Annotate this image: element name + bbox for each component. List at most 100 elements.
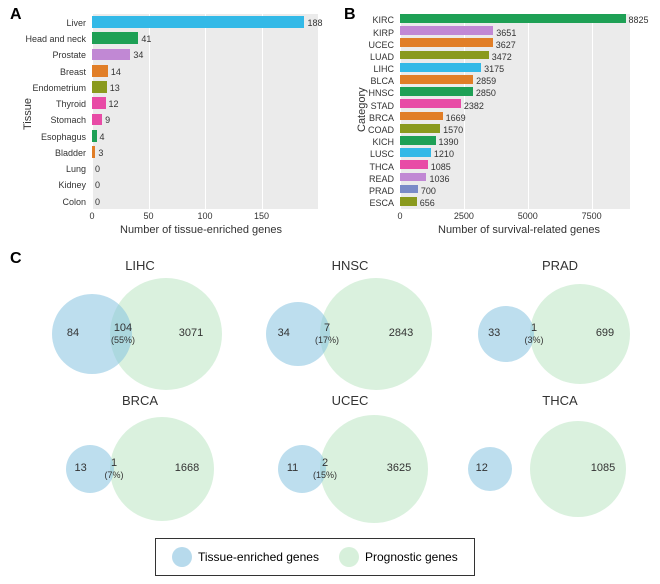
bar — [92, 32, 138, 44]
venn-title: THCA — [510, 393, 610, 408]
legend-swatch-tissue — [172, 547, 192, 567]
venn-title: LIHC — [90, 258, 190, 273]
venn-right-value: 699 — [580, 327, 630, 339]
venn-left-value: 34 — [269, 327, 299, 339]
venn-right-value: 1085 — [578, 462, 628, 474]
bar — [400, 173, 426, 182]
bar — [400, 51, 489, 60]
venn-title: UCEC — [300, 393, 400, 408]
bar — [400, 136, 436, 145]
venn-inter-value: 2(15%) — [310, 457, 340, 481]
bar — [400, 185, 418, 194]
bar — [400, 38, 493, 47]
bar-value: 0 — [95, 197, 100, 207]
bar-value: 1570 — [443, 125, 463, 135]
y-tick-label: READ — [326, 174, 394, 184]
x-tick-label: 150 — [254, 211, 269, 221]
legend-label-prognostic: Prognostic genes — [365, 550, 458, 564]
panel-a-chart: 1884134141312943000 — [92, 14, 318, 209]
y-tick-label: THCA — [326, 162, 394, 172]
y-tick-label: Endometrium — [18, 83, 86, 93]
bar-value: 3651 — [496, 28, 516, 38]
y-tick-label: BLCA — [326, 76, 394, 86]
bar-value: 0 — [95, 180, 100, 190]
legend: Tissue-enriched genes Prognostic genes — [155, 538, 475, 576]
bar — [400, 148, 431, 157]
y-tick-label: Prostate — [18, 50, 86, 60]
y-tick-label: KIRC — [326, 15, 394, 25]
panel-c-label: C — [10, 250, 22, 268]
y-tick-label: KICH — [326, 137, 394, 147]
bar — [400, 26, 493, 35]
y-tick-label: Head and neck — [18, 34, 86, 44]
x-tick-label: 100 — [197, 211, 212, 221]
venn-inter-value: 104(55%) — [108, 322, 138, 346]
bar-value: 0 — [95, 164, 100, 174]
y-tick-label: Lung — [18, 164, 86, 174]
bar-value: 8825 — [629, 15, 649, 25]
x-tick-label: 0 — [397, 211, 402, 221]
x-tick-label: 2500 — [454, 211, 474, 221]
legend-item-prognostic: Prognostic genes — [339, 547, 458, 567]
bar-value: 12 — [109, 99, 119, 109]
venn-left-value: 33 — [479, 327, 509, 339]
bar — [400, 63, 481, 72]
bar — [400, 99, 461, 108]
y-tick-label: Colon — [18, 197, 86, 207]
bar-value: 2850 — [476, 88, 496, 98]
venn-title: PRAD — [510, 258, 610, 273]
y-tick-label: PRAD — [326, 186, 394, 196]
venn-inter-value: 1(3%) — [519, 322, 549, 346]
y-tick-label: LIHC — [326, 64, 394, 74]
bar-value: 34 — [133, 50, 143, 60]
bar-value: 2859 — [476, 76, 496, 86]
venn-right-value: 1668 — [162, 462, 212, 474]
y-tick-label: ESCA — [326, 198, 394, 208]
legend-item-tissue: Tissue-enriched genes — [172, 547, 319, 567]
bar-value: 1390 — [439, 137, 459, 147]
bar — [400, 87, 473, 96]
bar-value: 4 — [100, 132, 105, 142]
y-tick-label: Breast — [18, 67, 86, 77]
y-tick-label: KIRP — [326, 28, 394, 38]
bar-value: 700 — [421, 186, 436, 196]
venn-left-value: 11 — [278, 462, 308, 474]
bar-value: 41 — [141, 34, 151, 44]
venn-inter-value: 1(7%) — [99, 457, 129, 481]
bar — [92, 81, 107, 93]
x-tick-label: 0 — [89, 211, 94, 221]
bar — [400, 124, 440, 133]
y-tick-label: Liver — [18, 18, 86, 28]
bar — [400, 197, 417, 206]
y-tick-label: Bladder — [18, 148, 86, 158]
bar — [400, 14, 626, 23]
bar-value: 9 — [105, 115, 110, 125]
venn-right-value: 3071 — [166, 327, 216, 339]
y-tick-label: Kidney — [18, 180, 86, 190]
bar-value: 1036 — [429, 174, 449, 184]
panel-b-xlabel: Number of survival-related genes — [438, 224, 600, 236]
bar-value: 1210 — [434, 149, 454, 159]
panel-b-ylabel: Category — [356, 87, 368, 132]
bar-value: 2382 — [464, 101, 484, 111]
venn-inter-value: 7(17%) — [312, 322, 342, 346]
bar-value: 1669 — [446, 113, 466, 123]
panel-b-chart: 8825365136273472317528592850238216691570… — [400, 14, 630, 209]
bar — [92, 146, 95, 158]
y-tick-label: UCEC — [326, 40, 394, 50]
bar — [92, 49, 130, 61]
bar-value: 14 — [111, 67, 121, 77]
venn-title: HNSC — [300, 258, 400, 273]
bar-value: 188 — [307, 18, 322, 28]
bar — [92, 16, 304, 28]
legend-label-tissue: Tissue-enriched genes — [198, 550, 319, 564]
x-tick-label: 5000 — [518, 211, 538, 221]
y-tick-label: Esophagus — [18, 132, 86, 142]
venn-left-value: 13 — [66, 462, 96, 474]
panel-a-ylabel: Tissue — [22, 98, 34, 130]
bar — [400, 160, 428, 169]
bar-value: 3175 — [484, 64, 504, 74]
bar-value: 3627 — [496, 40, 516, 50]
venn-right-value: 3625 — [374, 462, 424, 474]
venn-left-value: 12 — [467, 462, 497, 474]
